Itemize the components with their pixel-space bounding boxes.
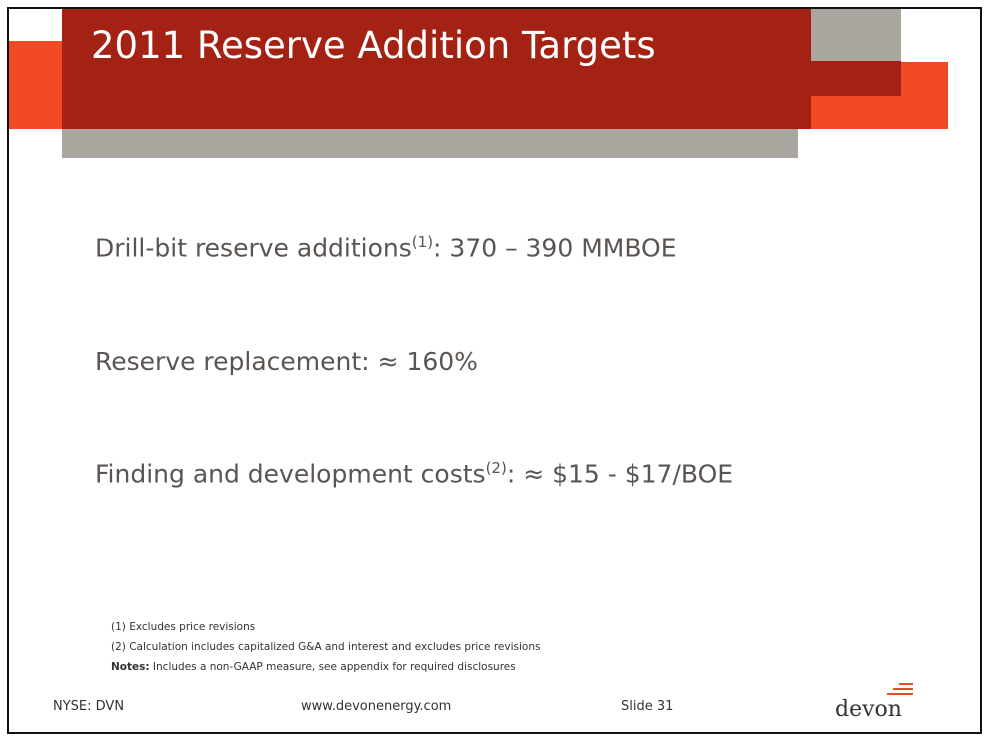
title-bar-extension	[811, 61, 901, 96]
header-gray-corner	[811, 9, 901, 61]
header-orange-left	[9, 41, 62, 129]
footer-website: www.devonenergy.com	[301, 699, 452, 714]
bullet-reserve-replacement: Reserve replacement: ≈ 160%	[95, 347, 478, 376]
slide-title: 2011 Reserve Addition Targets	[91, 24, 656, 67]
slide-frame: 2011 Reserve Addition Targets Drill-bit …	[7, 7, 982, 734]
footnote-2: (2) Calculation includes capitalized G&A…	[111, 641, 541, 653]
bullet-reserve-additions: Drill-bit reserve additions(1): 370 – 39…	[95, 233, 677, 263]
footnote-1: (1) Excludes price revisions	[111, 621, 256, 633]
bullet-fd-costs: Finding and development costs(2): ≈ $15 …	[95, 459, 734, 489]
footer-ticker: NYSE: DVN	[53, 699, 125, 714]
title-bar	[62, 9, 811, 129]
logo-lines-icon	[887, 683, 913, 698]
logo-text: devon	[835, 697, 902, 722]
footnote-notes: Notes: Includes a non-GAAP measure, see …	[111, 661, 516, 673]
devon-logo: devon	[835, 679, 925, 723]
footer-slide-number: Slide 31	[621, 699, 674, 714]
